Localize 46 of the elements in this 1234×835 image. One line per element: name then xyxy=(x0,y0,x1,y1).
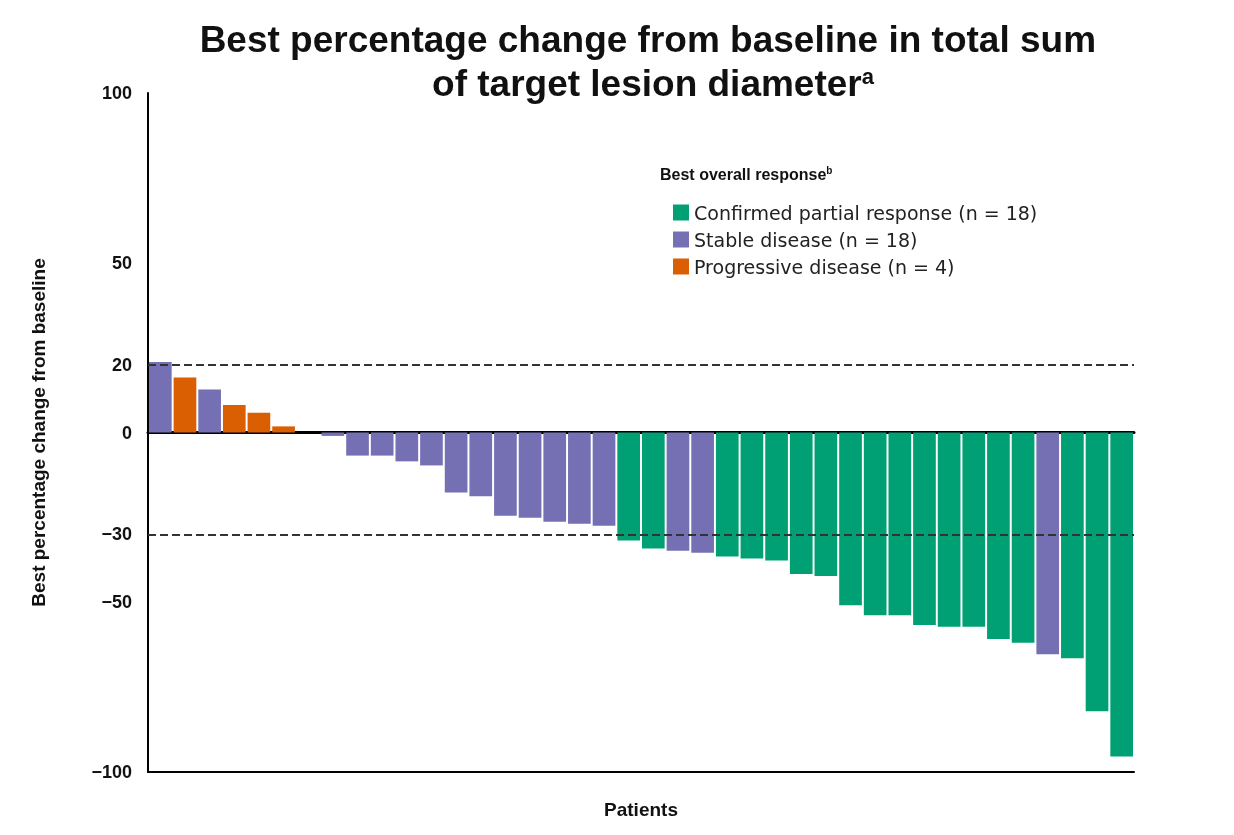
bar xyxy=(444,432,468,493)
bar xyxy=(198,389,221,433)
bar xyxy=(789,432,813,575)
bar xyxy=(420,432,443,466)
y-tick-label: 20 xyxy=(111,354,132,375)
bar xyxy=(641,432,665,549)
bar xyxy=(666,432,690,551)
bar xyxy=(1110,432,1134,757)
bar xyxy=(715,432,739,557)
bar xyxy=(1011,432,1035,643)
bar xyxy=(568,432,591,524)
y-axis-title: Best percentage change from baseline xyxy=(28,258,49,607)
legend-label: Progressive disease (n = 4) xyxy=(694,255,955,278)
bar xyxy=(1085,432,1109,712)
bar xyxy=(1061,432,1084,659)
legend-label: Confirmed partial response (n = 18) xyxy=(694,201,1038,224)
bar xyxy=(814,432,838,577)
bar xyxy=(247,412,271,433)
legend-label: Stable disease (n = 18) xyxy=(694,228,918,251)
y-tick-label: 0 xyxy=(121,422,132,443)
bar xyxy=(617,432,641,541)
x-axis-title: Patients xyxy=(604,799,678,820)
bar xyxy=(222,405,246,433)
bar xyxy=(740,432,764,559)
bar xyxy=(937,432,961,627)
bar xyxy=(839,432,862,606)
y-tick-label: 100 xyxy=(101,83,132,103)
y-tick-label: −100 xyxy=(91,762,132,782)
y-tick-label: −50 xyxy=(101,592,132,613)
bar xyxy=(272,426,295,433)
bar xyxy=(173,377,197,433)
y-tick-label: 50 xyxy=(111,252,132,273)
bar xyxy=(691,432,714,553)
bar xyxy=(913,432,936,625)
bar xyxy=(962,432,986,627)
bar xyxy=(592,432,616,526)
bar xyxy=(346,432,369,456)
y-tick-label: −30 xyxy=(101,524,132,545)
bar xyxy=(148,361,172,433)
bar xyxy=(543,432,567,522)
bar xyxy=(765,432,788,561)
bar xyxy=(494,432,517,516)
bar xyxy=(469,432,493,497)
bar xyxy=(987,432,1010,639)
bar xyxy=(518,432,542,518)
bar xyxy=(1036,432,1060,655)
